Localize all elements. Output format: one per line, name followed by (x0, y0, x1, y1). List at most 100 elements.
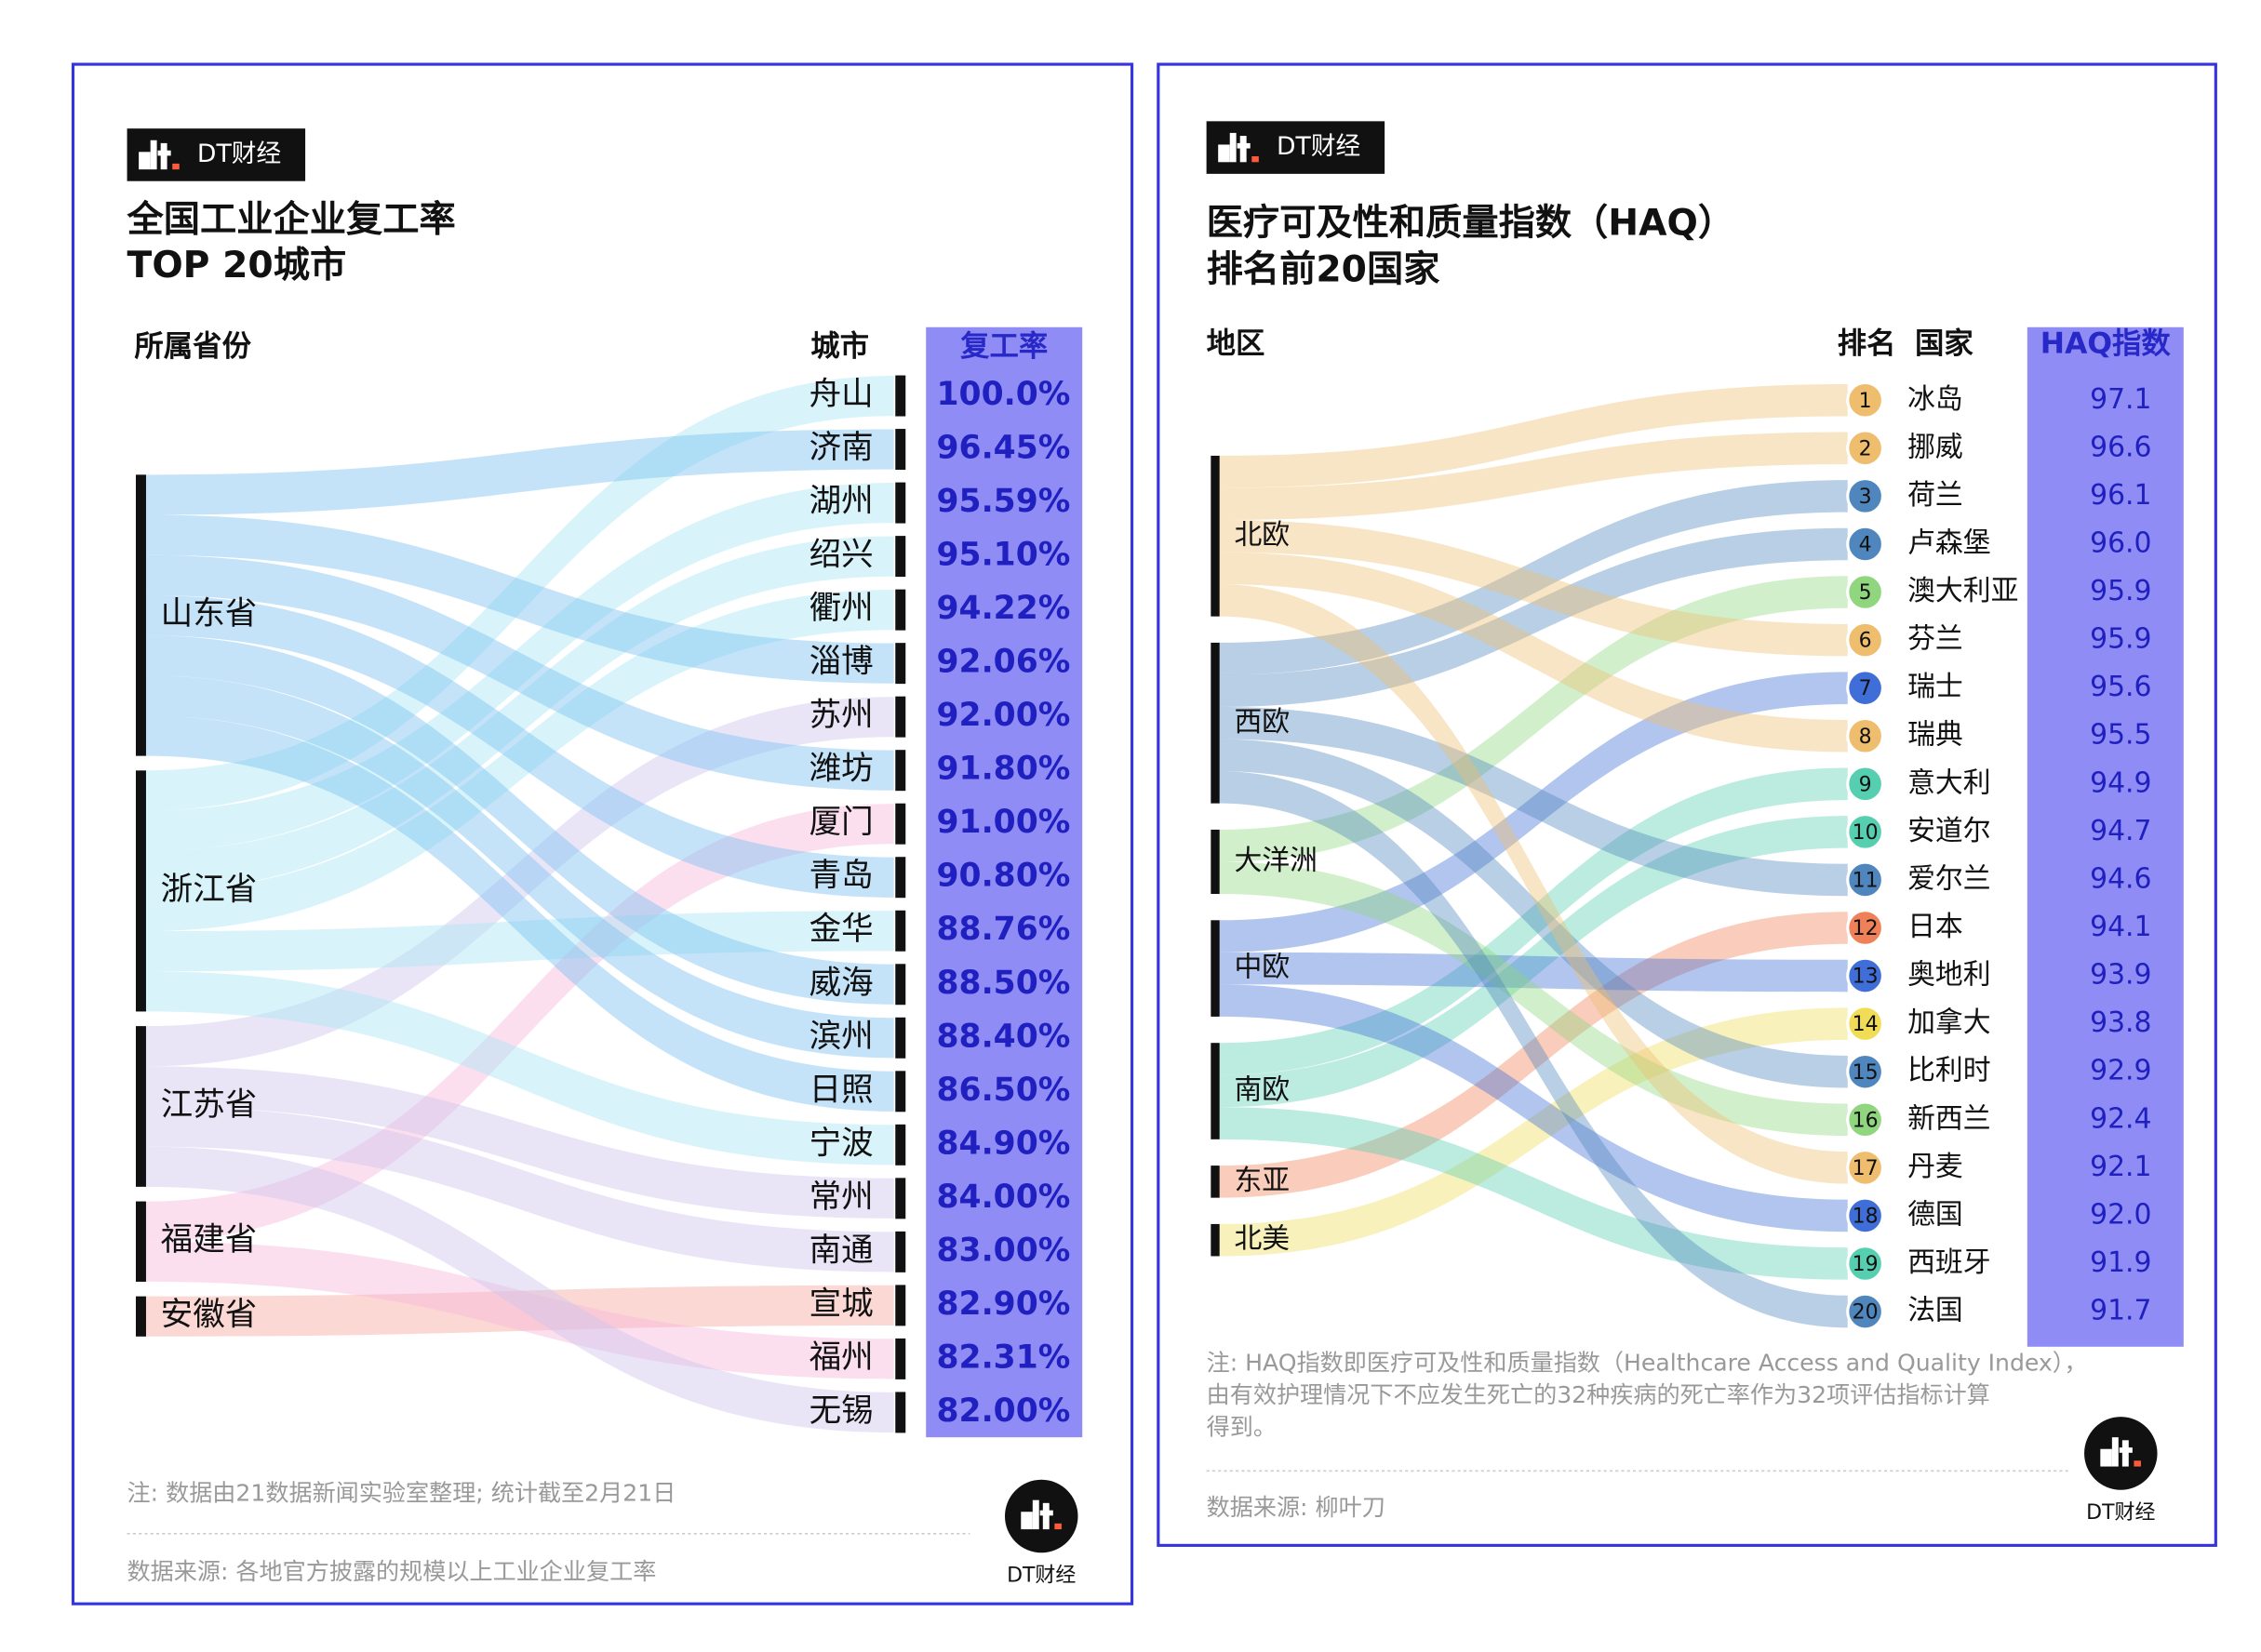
flows (145, 375, 894, 1433)
city-tick (895, 696, 906, 738)
category-label: 无锡 (809, 1392, 874, 1430)
rank-circle (1846, 956, 1884, 995)
city-tick (895, 1178, 906, 1219)
flow (145, 675, 894, 1059)
chart-subtitle: TOP 20城市 (127, 245, 347, 286)
rank-circle (1846, 1245, 1884, 1283)
category-label: 法国 (1907, 1295, 1963, 1327)
logo-part (2111, 1437, 2119, 1467)
category-label: 衢州 (809, 590, 874, 627)
flow (1219, 520, 1848, 657)
logo-part (1237, 142, 1251, 149)
city-tick (895, 1231, 906, 1272)
source-bar (135, 1026, 146, 1187)
logo-part (160, 142, 167, 170)
rank-label: 3 (1859, 486, 1872, 509)
category-label: 安道尔 (1907, 815, 1990, 847)
category-label: 舟山 (809, 376, 874, 413)
value-label: 92.0 (2090, 1198, 2151, 1231)
category-label: 绍兴 (809, 537, 874, 574)
rank-label: 7 (1859, 677, 1872, 700)
source-bar (135, 770, 146, 1012)
flow (1219, 527, 1848, 708)
logo-part (2121, 1440, 2129, 1467)
value-label: 96.45% (937, 430, 1071, 467)
note: 注: HAQ指数即医疗可及性和质量指数（Healthcare Access an… (1207, 1350, 2088, 1377)
rank-label: 17 (1853, 1157, 1879, 1180)
flow (1219, 584, 1848, 1184)
source-bar (1211, 642, 1220, 804)
logo-part (1239, 136, 1247, 163)
column-header: HAQ指数 (2040, 327, 2172, 361)
chart-title: 全国工业企业复工率 (127, 198, 456, 241)
category-label: 挪威 (1907, 431, 1963, 463)
flow (145, 590, 894, 932)
category-label: 宣城 (809, 1286, 874, 1323)
value-label: 91.80% (937, 751, 1071, 788)
source-label: 北美 (1234, 1223, 1290, 1256)
source-bar (1211, 1043, 1220, 1139)
rank-circle (1846, 909, 1884, 947)
category-label: 苏州 (809, 697, 874, 734)
rank-label: 16 (1853, 1109, 1879, 1132)
category-label: 济南 (809, 430, 874, 467)
rank-circle (1846, 1196, 1884, 1235)
city-tick (895, 857, 906, 899)
category-label: 南通 (809, 1232, 874, 1269)
logo-part (1251, 156, 1259, 163)
flow (1219, 767, 1848, 1075)
flow (1219, 383, 1848, 488)
logo-part (2134, 1460, 2141, 1467)
city-tick (895, 643, 906, 685)
category-label: 比利时 (1907, 1055, 1990, 1087)
source-label: 安徽省 (161, 1297, 258, 1334)
flow (1219, 984, 1848, 1232)
flow (1219, 952, 1848, 993)
rank-circle (1846, 1005, 1884, 1044)
logo (2084, 1417, 2158, 1490)
flow (1219, 739, 1848, 1088)
source-label: 北欧 (1234, 519, 1290, 552)
value-label: 86.50% (937, 1072, 1071, 1109)
category-label: 金华 (809, 911, 874, 948)
city-tick (895, 1071, 906, 1112)
category-label: 德国 (1907, 1198, 1963, 1231)
flow (145, 554, 894, 791)
flow (145, 375, 894, 811)
rank-label: 12 (1853, 917, 1879, 940)
badge-text: DT财经 (197, 140, 281, 168)
value-label: 90.80% (937, 858, 1071, 895)
logo-part (172, 163, 180, 170)
value-label: 95.10% (937, 537, 1071, 574)
value-label: 97.1 (2090, 383, 2151, 416)
category-label: 淄博 (809, 644, 874, 681)
source-bar (1211, 455, 1220, 617)
rank-label: 11 (1853, 870, 1879, 893)
category-label: 威海 (809, 965, 874, 1002)
value-label: 100.0% (937, 376, 1071, 413)
value-label: 96.1 (2090, 479, 2151, 512)
flow (1219, 1107, 1848, 1280)
rank-circle (1846, 1100, 1884, 1139)
value-label: 82.00% (937, 1392, 1071, 1430)
flow (145, 514, 894, 684)
column-header: 复工率 (960, 330, 1048, 364)
rank-label: 13 (1853, 966, 1879, 989)
source-bar (1211, 1166, 1220, 1198)
source-label: 东亚 (1234, 1165, 1290, 1197)
city-tick (895, 1338, 906, 1379)
logo-part (1032, 1499, 1039, 1530)
value-label: 83.00% (937, 1232, 1071, 1269)
rank-label: 15 (1853, 1061, 1879, 1085)
source-bar (1211, 920, 1220, 1017)
flow (1219, 816, 1848, 1108)
source-label: 浙江省 (161, 871, 258, 908)
city-tick (895, 375, 906, 417)
value-label: 82.90% (937, 1286, 1071, 1323)
source-bar (135, 1296, 146, 1337)
city-tick (895, 589, 906, 631)
flow (145, 697, 894, 1067)
data-source: 数据来源: 各地官方披露的规模以上工业企业复工率 (127, 1558, 657, 1585)
flow (145, 1106, 894, 1272)
